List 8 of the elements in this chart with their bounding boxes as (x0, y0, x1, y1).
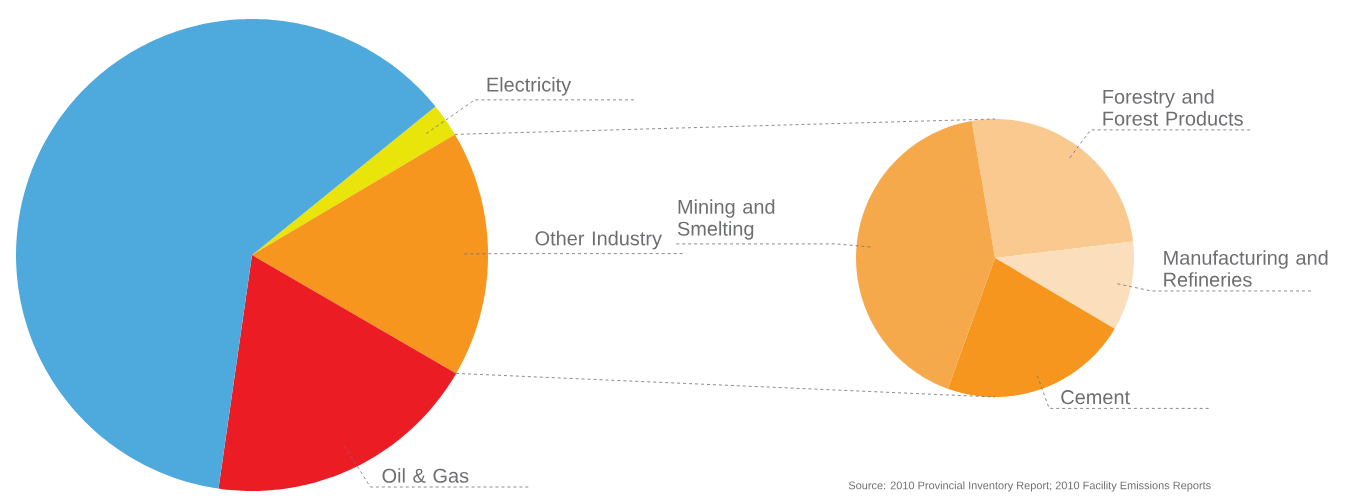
slice-label: Forestry and Forest Products (1103, 89, 1243, 126)
slice-label: Electricity (487, 77, 572, 96)
slice-label: Cement (1061, 390, 1130, 405)
slice-label: Mining and Smelting (677, 199, 775, 240)
slice-label: Oil & Gas (382, 468, 469, 483)
source-note: Source: 2010 Provincial Inventory Report; 2010 Facility Emissions Reports (848, 481, 1211, 492)
slice-label: Manufacturing and Refineries (1164, 250, 1328, 287)
slice-label: Other Industry (535, 230, 662, 250)
